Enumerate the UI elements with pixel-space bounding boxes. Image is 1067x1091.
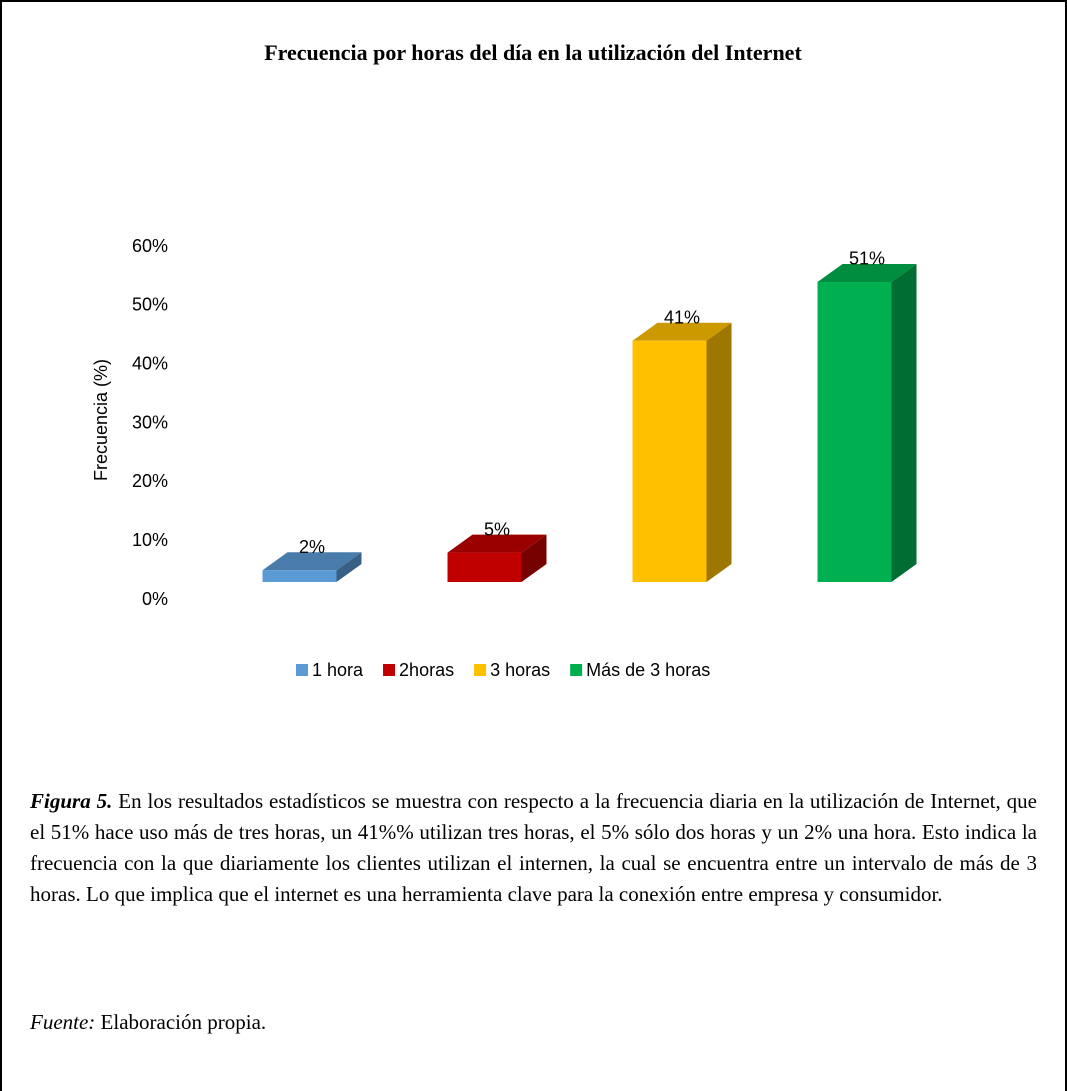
y-tick-label: 10% xyxy=(132,530,168,550)
bar-top xyxy=(262,552,362,571)
data-label: 2% xyxy=(299,537,325,557)
chart: Frecuencia por horas del día en la utili… xyxy=(91,40,917,680)
caption: Figura 5. En los resultados estadísticos… xyxy=(30,786,1037,910)
y-tick-label: 20% xyxy=(132,471,168,491)
y-tick-label: 0% xyxy=(142,589,168,609)
legend-key xyxy=(383,664,396,676)
bar-top xyxy=(447,534,547,553)
y-axis-label: Frecuencia (%) xyxy=(91,359,111,481)
legend-key xyxy=(296,664,308,676)
legend-label: 1 hora xyxy=(312,660,364,680)
bar xyxy=(447,534,547,582)
caption-text: En los resultados estadísticos se muestr… xyxy=(30,789,1037,906)
bar-side xyxy=(706,322,732,582)
bar-top xyxy=(632,322,732,341)
legend-label: Más de 3 horas xyxy=(586,660,710,680)
source-text: Elaboración propia. xyxy=(100,1010,267,1034)
y-tick-label: 30% xyxy=(132,412,168,432)
y-tick-label: 60% xyxy=(132,236,168,256)
bar-top xyxy=(817,263,917,282)
bar-side xyxy=(336,552,362,582)
legend-label: 2horas xyxy=(399,660,454,680)
legend-label: 3 horas xyxy=(490,660,550,680)
source: Fuente: Elaboración propia. xyxy=(30,1010,266,1035)
bar-front xyxy=(817,281,892,582)
bar xyxy=(262,552,362,582)
y-tick-label: 40% xyxy=(132,353,168,373)
legend-key xyxy=(474,664,487,676)
y-tick-label: 50% xyxy=(132,295,168,315)
caption-label: Figura 5. xyxy=(30,789,113,813)
data-label: 51% xyxy=(849,249,885,269)
legend-key xyxy=(570,664,583,676)
bar-front xyxy=(632,340,707,582)
bar xyxy=(632,322,732,582)
bar-front xyxy=(262,570,337,582)
bar-side xyxy=(521,534,547,582)
chart-title: Frecuencia por horas del día en la utili… xyxy=(264,40,802,65)
data-label: 41% xyxy=(664,308,700,328)
source-label: Fuente: xyxy=(30,1010,96,1034)
data-label: 5% xyxy=(484,519,510,539)
bar-side xyxy=(891,263,917,582)
bar-front xyxy=(447,552,522,582)
bar xyxy=(817,263,917,582)
